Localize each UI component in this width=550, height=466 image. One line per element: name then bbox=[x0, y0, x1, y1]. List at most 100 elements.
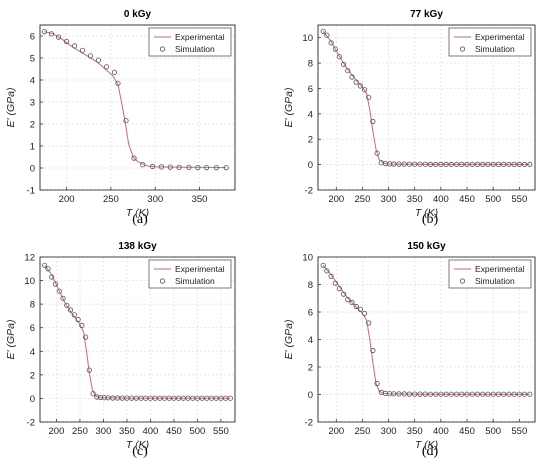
simulation-point bbox=[406, 161, 413, 167]
y-tick-label: 6 bbox=[308, 308, 313, 319]
x-tick-label: 350 bbox=[407, 194, 423, 205]
simulation-point bbox=[366, 320, 372, 326]
simulation-point bbox=[150, 163, 156, 170]
chart-title: 0 kGy bbox=[124, 9, 152, 20]
subfigure-label: (c) bbox=[132, 444, 148, 459]
legend-simulation-label: Simulation bbox=[175, 276, 215, 286]
simulation-point bbox=[336, 54, 342, 60]
y-tick-label: 0 bbox=[30, 164, 35, 175]
subfigure-label: (d) bbox=[422, 444, 439, 459]
simulation-point bbox=[90, 391, 96, 397]
simulation-point bbox=[370, 347, 376, 354]
simulation-point bbox=[49, 274, 55, 280]
chart-title: 138 kGy bbox=[118, 241, 157, 252]
plot-frame bbox=[317, 256, 536, 423]
simulation-point bbox=[353, 303, 359, 310]
simulation-point bbox=[227, 395, 233, 401]
simulation-point bbox=[320, 28, 326, 34]
simulation-point bbox=[361, 87, 368, 93]
y-tick-label: 1 bbox=[30, 142, 35, 153]
y-tick-label: 8 bbox=[30, 300, 35, 311]
simulation-point bbox=[448, 391, 454, 397]
simulation-point bbox=[48, 31, 55, 37]
simulation-point bbox=[361, 310, 368, 316]
y-tick-label: 2 bbox=[308, 363, 313, 374]
simulation-point bbox=[75, 316, 81, 323]
simulation-point bbox=[396, 161, 402, 167]
simulation-point bbox=[412, 161, 418, 167]
simulation-point bbox=[527, 161, 533, 167]
simulation-point bbox=[41, 28, 48, 35]
legend-simulation-swatch bbox=[459, 278, 466, 284]
simulation-point bbox=[111, 69, 118, 75]
simulation-point bbox=[427, 161, 433, 167]
legend-experimental-label: Experimental bbox=[175, 264, 225, 274]
y-tick-label: -2 bbox=[305, 418, 313, 429]
simulation-point bbox=[374, 380, 380, 387]
simulation-point bbox=[71, 312, 77, 318]
simulation-point bbox=[64, 302, 70, 308]
simulation-point bbox=[204, 165, 210, 171]
chart-panel-3: 200 250 300 350 400 450 500 550 -2 0 2 4 6 8 10 150 kGy… bbox=[283, 241, 536, 459]
subfigure-label: (a) bbox=[132, 212, 148, 227]
simulation-point bbox=[340, 291, 347, 297]
y-axis-label: E' (GPa) bbox=[5, 320, 17, 360]
chart-panel-2: 200 250 300 350 400 450 500 550 -2 0 2 4 6 8 10 12 138 k… bbox=[5, 241, 236, 459]
x-tick-label: 550 bbox=[511, 194, 527, 205]
y-tick-label: 6 bbox=[30, 323, 35, 334]
x-tick-label: 350 bbox=[192, 194, 208, 205]
simulation-point bbox=[485, 391, 491, 397]
simulation-point bbox=[42, 262, 48, 268]
y-tick-label: 6 bbox=[30, 32, 35, 43]
simulation-point bbox=[480, 391, 486, 397]
simulation-point bbox=[79, 322, 85, 328]
simulation-point bbox=[438, 391, 444, 397]
legend-experimental-label: Experimental bbox=[175, 32, 225, 42]
simulation-point bbox=[83, 334, 89, 340]
simulation-point bbox=[427, 391, 433, 397]
simulation-point bbox=[422, 391, 428, 397]
simulation-point bbox=[345, 68, 351, 74]
simulation-point bbox=[521, 391, 528, 397]
simulation-point bbox=[443, 161, 449, 167]
simulation-point bbox=[98, 394, 104, 401]
x-tick-label: 400 bbox=[142, 426, 158, 437]
simulation-point bbox=[506, 391, 512, 397]
simulation-point bbox=[328, 40, 334, 46]
simulation-point bbox=[115, 80, 121, 86]
chart-panel-1: 200 250 300 350 400 450 500 550 -2 0 2 4 6 8 10 77 kGy T… bbox=[283, 9, 536, 227]
simulation-point bbox=[464, 391, 470, 397]
simulation-point bbox=[417, 161, 423, 167]
y-axis-label: E' (GPa) bbox=[283, 88, 295, 128]
plot-frame bbox=[39, 256, 236, 423]
x-tick-label: 300 bbox=[381, 194, 397, 205]
simulation-point bbox=[195, 165, 201, 171]
x-tick-label: 300 bbox=[96, 426, 112, 437]
chart-title: 150 kGy bbox=[407, 241, 446, 252]
x-tick-label: 300 bbox=[381, 426, 397, 437]
y-tick-label: 8 bbox=[308, 59, 313, 70]
x-axis-label: T (K) bbox=[126, 439, 149, 451]
simulation-point bbox=[223, 165, 229, 171]
x-tick-label: 350 bbox=[119, 426, 135, 437]
x-tick-label: 200 bbox=[328, 194, 344, 205]
simulation-point bbox=[433, 391, 439, 397]
simulation-point bbox=[516, 161, 522, 167]
y-tick-label: -2 bbox=[27, 418, 35, 429]
simulation-point bbox=[490, 391, 496, 397]
y-tick-label: -1 bbox=[27, 186, 35, 197]
x-axis-label: T (K) bbox=[415, 439, 438, 451]
simulation-point bbox=[79, 47, 86, 53]
simulation-point bbox=[167, 164, 173, 170]
x-tick-label: 450 bbox=[459, 194, 475, 205]
simulation-point bbox=[86, 367, 92, 373]
y-tick-label: -2 bbox=[305, 186, 313, 197]
simulation-point bbox=[401, 391, 407, 397]
simulation-point bbox=[438, 161, 444, 167]
y-tick-label: 3 bbox=[30, 98, 35, 109]
simulation-point bbox=[422, 161, 428, 167]
simulation-point bbox=[345, 296, 351, 303]
x-tick-label: 550 bbox=[213, 426, 229, 437]
x-tick-label: 200 bbox=[328, 426, 344, 437]
chart-panel-0: 200 250 300 350 -1 0 1 2 3 4 5 6 0 kGy T (K) E' (GPa) E… bbox=[5, 9, 236, 227]
